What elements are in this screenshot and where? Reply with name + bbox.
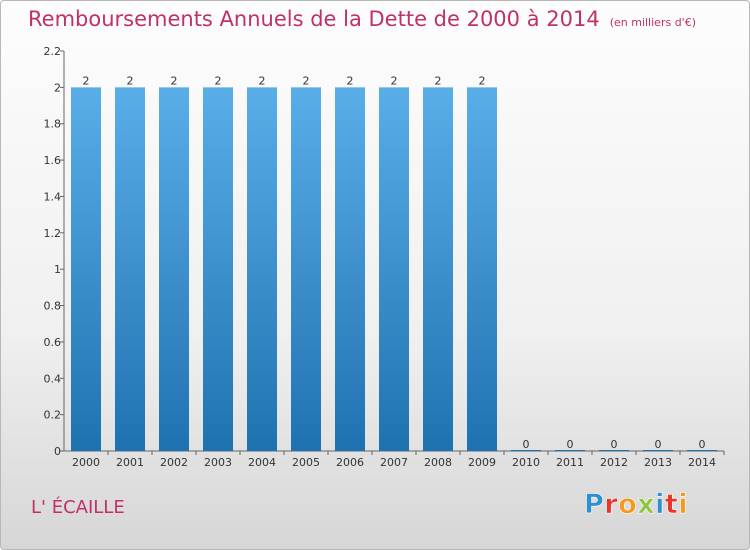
bar (159, 87, 189, 451)
chart-title-text: Remboursements Annuels de la Dette de 20… (28, 7, 600, 31)
x-tick-label: 2002 (160, 456, 188, 469)
x-tick-label: 2004 (248, 456, 276, 469)
y-tick-label: 2.2 (44, 45, 62, 58)
bar (599, 450, 629, 451)
data-label: 0 (611, 438, 618, 451)
x-tick-label: 2006 (336, 456, 364, 469)
logo-letter: o (618, 489, 638, 521)
x-tick-label: 2007 (380, 456, 408, 469)
data-label: 2 (347, 74, 354, 87)
commune-name: L' ÉCAILLE (31, 497, 125, 518)
data-label: 0 (523, 438, 530, 451)
y-tick-label: 1.2 (44, 227, 62, 240)
logo-letter: P (584, 489, 605, 521)
y-tick-label: 0 (54, 445, 61, 458)
y-tick-label: 1.4 (44, 190, 62, 203)
y-tick-label: 1 (54, 263, 61, 276)
bar (643, 450, 673, 451)
data-label: 2 (215, 74, 222, 87)
x-tick-label: 2003 (204, 456, 232, 469)
chart-unit: (en milliers d'€) (609, 16, 696, 29)
data-label: 2 (127, 74, 134, 87)
bar (291, 87, 321, 451)
y-tick-label: 0.6 (44, 336, 62, 349)
y-tick-label: 0.2 (44, 409, 62, 422)
chart-bars (71, 87, 717, 451)
y-tick-label: 0.4 (44, 372, 62, 385)
chart-data-labels: 2 2 2 2 2 2 2 2 2 2 0 0 0 0 0 (83, 74, 706, 451)
bar (467, 87, 497, 451)
x-tick-label: 2001 (116, 456, 144, 469)
y-tick-label: 2 (54, 81, 61, 94)
x-tick-label: 2011 (556, 456, 584, 469)
proxiti-logo: Proxiti (584, 489, 689, 521)
logo-letter: r (604, 489, 619, 521)
x-tick-label: 2005 (292, 456, 320, 469)
y-tick-label: 1.6 (44, 154, 62, 167)
bar (555, 450, 585, 451)
chart-title: Remboursements Annuels de la Dette de 20… (28, 7, 696, 31)
logo-letter: t (664, 489, 679, 521)
bar (335, 87, 365, 451)
bar (687, 450, 717, 451)
bar (71, 87, 101, 451)
data-label: 2 (391, 74, 398, 87)
data-label: 2 (303, 74, 310, 87)
data-label: 0 (655, 438, 662, 451)
logo-letter: x (637, 489, 656, 521)
y-tick-label: 1.8 (44, 118, 62, 131)
bar (115, 87, 145, 451)
bar (247, 87, 277, 451)
x-tick-label: 2009 (468, 456, 496, 469)
x-tick-label: 2000 (72, 456, 100, 469)
data-label: 2 (259, 74, 266, 87)
x-tick-label: 2010 (512, 456, 540, 469)
bar (511, 450, 541, 451)
logo-letter: i (655, 489, 665, 521)
x-tick-label: 2013 (644, 456, 672, 469)
y-tick-label: 0.8 (44, 300, 62, 313)
x-tick-label: 2008 (424, 456, 452, 469)
data-label: 0 (699, 438, 706, 451)
logo-letter: i (678, 489, 689, 521)
bar (379, 87, 409, 451)
data-label: 2 (435, 74, 442, 87)
x-tick-label: 2012 (600, 456, 628, 469)
data-label: 2 (171, 74, 178, 87)
x-tick-label: 2014 (688, 456, 716, 469)
data-label: 2 (83, 74, 90, 87)
bar (203, 87, 233, 451)
data-label: 0 (567, 438, 574, 451)
bar (423, 87, 453, 451)
data-label: 2 (479, 74, 486, 87)
